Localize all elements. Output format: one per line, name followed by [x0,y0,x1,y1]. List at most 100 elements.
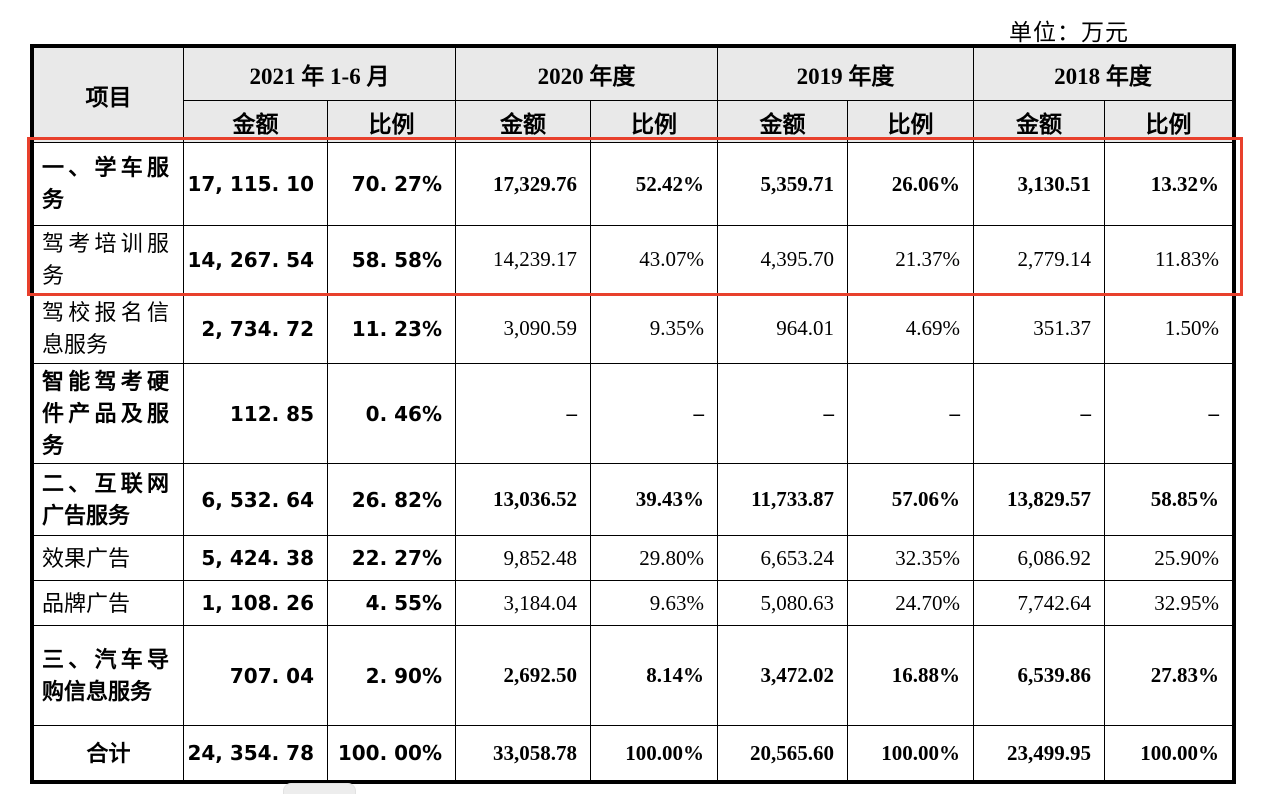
table-row: 二、互联网广告服务 6, 532. 64 26. 82% 13,036.52 39.43… [33,463,1234,537]
ratio-cell: 57.06% [847,463,975,537]
row-label: 一、学车服务 [33,142,184,226]
table-row: 合计 24, 354. 78 100. 00% 33,058.78 100.00% 20,… [33,725,1234,782]
amount-cell: 6,653.24 [717,535,849,582]
header-period-2018: 2018 年度 [973,47,1234,101]
header-ratio: 比例 [847,100,975,143]
amount-cell: 6,539.86 [973,625,1106,727]
header-period-2020: 2020 年度 [455,47,719,101]
header-ratio: 比例 [1104,100,1234,143]
amount-cell: 3,472.02 [717,625,849,727]
ratio-cell: 25.90% [1104,535,1234,582]
amount-cell: 3,130.51 [973,142,1106,226]
ratio-cell: 52.42% [590,142,719,226]
row-label: 品牌广告 [33,580,184,627]
amount-cell: 17, 115. 10 [183,142,328,226]
amount-cell: 13,829.57 [973,463,1106,537]
ratio-cell: 100.00% [1104,725,1234,782]
amount-cell: – [717,362,849,465]
table-body: 一、学车服务 17, 115. 10 70. 27% 17,329.76 52.42% 5… [33,142,1234,782]
amount-cell: 7,742.64 [973,580,1106,627]
ratio-cell: 8.14% [590,625,719,727]
row-label: 三、汽车导购信息服务 [33,625,184,727]
header-amount: 金额 [973,100,1106,143]
amount-cell: – [455,362,592,465]
ratio-cell: 58.85% [1104,463,1234,537]
amount-cell: – [973,362,1106,465]
ratio-cell: 11. 23% [326,293,457,364]
row-label: 合计 [33,725,184,782]
amount-cell: 9,852.48 [455,535,592,582]
header-sub-row: 金额 比例 金额 比例 金额 比例 金额 比例 [34,100,1234,143]
ratio-cell: 9.63% [590,580,719,627]
amount-cell: 2, 734. 72 [183,293,328,364]
amount-cell: 964.01 [717,293,849,364]
bottom-partial-button[interactable] [283,783,356,794]
amount-cell: 20,565.60 [717,725,849,782]
table-row: 驾校报名信息服务 2, 734. 72 11. 23% 3,090.59 9.35% 96… [33,293,1234,364]
amount-cell: 2,779.14 [973,225,1106,295]
amount-cell: 3,184.04 [455,580,592,627]
amount-cell: 23,499.95 [973,725,1106,782]
amount-cell: 1, 108. 26 [183,580,328,627]
amount-cell: 4,395.70 [717,225,849,295]
table-row: 效果广告 5, 424. 38 22. 27% 9,852.48 29.80% 6,653… [33,535,1234,582]
ratio-cell: 26. 82% [326,463,457,537]
ratio-cell: 100.00% [847,725,975,782]
header-item: 项目 [33,47,184,143]
ratio-cell: – [590,362,719,465]
header-amount: 金额 [455,100,592,143]
table-row: 驾考培训服务 14, 267. 54 58. 58% 14,239.17 43.07% 4… [33,225,1234,295]
ratio-cell: 70. 27% [326,142,457,226]
unit-label: 单位：万元 [1009,20,1129,45]
ratio-cell: 1.50% [1104,293,1234,364]
ratio-cell: 24.70% [847,580,975,627]
amount-cell: 6,086.92 [973,535,1106,582]
row-label: 二、互联网广告服务 [33,463,184,537]
amount-cell: 5, 424. 38 [183,535,328,582]
amount-cell: 14,239.17 [455,225,592,295]
header-amount: 金额 [183,100,328,143]
ratio-cell: 0. 46% [326,362,457,465]
header-amount: 金额 [717,100,849,143]
ratio-cell: – [1104,362,1234,465]
ratio-cell: 16.88% [847,625,975,727]
ratio-cell: 43.07% [590,225,719,295]
table-row: 三、汽车导购信息服务 707. 04 2. 90% 2,692.50 8.14% 3,47… [33,625,1234,727]
amount-cell: 5,080.63 [717,580,849,627]
amount-cell: 6, 532. 64 [183,463,328,537]
amount-cell: 3,090.59 [455,293,592,364]
ratio-cell: 27.83% [1104,625,1234,727]
ratio-cell: 100.00% [590,725,719,782]
row-label: 效果广告 [33,535,184,582]
revenue-table: 项目 2021 年 1-6 月 2020 年度 2019 年度 2018 年度 … [30,44,1237,785]
header-period-row: 项目 2021 年 1-6 月 2020 年度 2019 年度 2018 年度 [33,47,1234,143]
ratio-cell: – [847,362,975,465]
amount-cell: 112. 85 [183,362,328,465]
header-period-2021: 2021 年 1-6 月 [182,47,457,101]
amount-cell: 13,036.52 [455,463,592,537]
ratio-cell: 4.69% [847,293,975,364]
table-header: 项目 2021 年 1-6 月 2020 年度 2019 年度 2018 年度 … [33,47,1234,143]
amount-cell: 2,692.50 [455,625,592,727]
revenue-breakdown-table: 项目 2021 年 1-6 月 2020 年度 2019 年度 2018 年度 … [33,47,1234,782]
ratio-cell: 22. 27% [326,535,457,582]
table-row: 一、学车服务 17, 115. 10 70. 27% 17,329.76 52.42% 5… [33,142,1234,226]
row-label: 驾考培训服务 [33,225,184,295]
ratio-cell: 4. 55% [326,580,457,627]
amount-cell: 17,329.76 [455,142,592,226]
row-label: 驾校报名信息服务 [33,293,184,364]
header-ratio: 比例 [590,100,719,143]
header-ratio: 比例 [326,100,457,143]
ratio-cell: 11.83% [1104,225,1234,295]
amount-cell: 11,733.87 [717,463,849,537]
amount-cell: 14, 267. 54 [183,225,328,295]
header-period-2019: 2019 年度 [717,47,975,101]
amount-cell: 351.37 [973,293,1106,364]
ratio-cell: 39.43% [590,463,719,537]
table-row: 智能驾考硬件产品及服务 112. 85 0. 46% – – – – – – [33,362,1234,465]
amount-cell: 24, 354. 78 [183,725,328,782]
ratio-cell: 29.80% [590,535,719,582]
amount-cell: 5,359.71 [717,142,849,226]
row-label: 智能驾考硬件产品及服务 [33,362,184,465]
